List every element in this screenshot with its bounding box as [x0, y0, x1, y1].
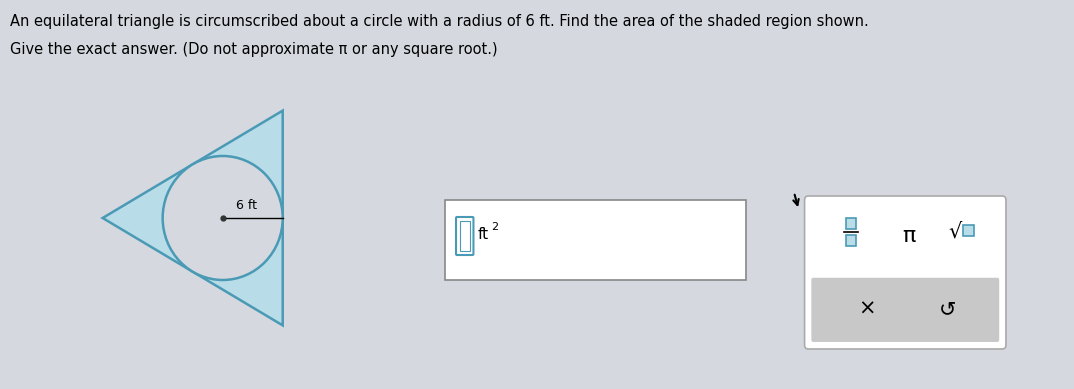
Text: 2: 2 [491, 222, 498, 232]
Text: An equilateral triangle is circumscribed about a circle with a radius of 6 ft. F: An equilateral triangle is circumscribed… [10, 14, 869, 29]
FancyBboxPatch shape [446, 200, 745, 280]
FancyBboxPatch shape [811, 278, 999, 342]
FancyBboxPatch shape [456, 217, 474, 255]
Text: √: √ [948, 222, 961, 242]
Text: ×: × [858, 299, 875, 319]
Text: 6 ft: 6 ft [236, 199, 257, 212]
Circle shape [162, 156, 282, 280]
FancyBboxPatch shape [804, 196, 1006, 349]
Text: ft: ft [477, 227, 489, 242]
Text: ↺: ↺ [939, 299, 957, 319]
Text: Give the exact answer. (Do not approximate π or any square root.): Give the exact answer. (Do not approxima… [10, 42, 497, 57]
Text: π: π [902, 226, 916, 246]
Polygon shape [103, 110, 282, 325]
FancyBboxPatch shape [845, 235, 856, 246]
FancyBboxPatch shape [460, 221, 469, 251]
FancyBboxPatch shape [963, 225, 974, 237]
FancyBboxPatch shape [845, 218, 856, 229]
